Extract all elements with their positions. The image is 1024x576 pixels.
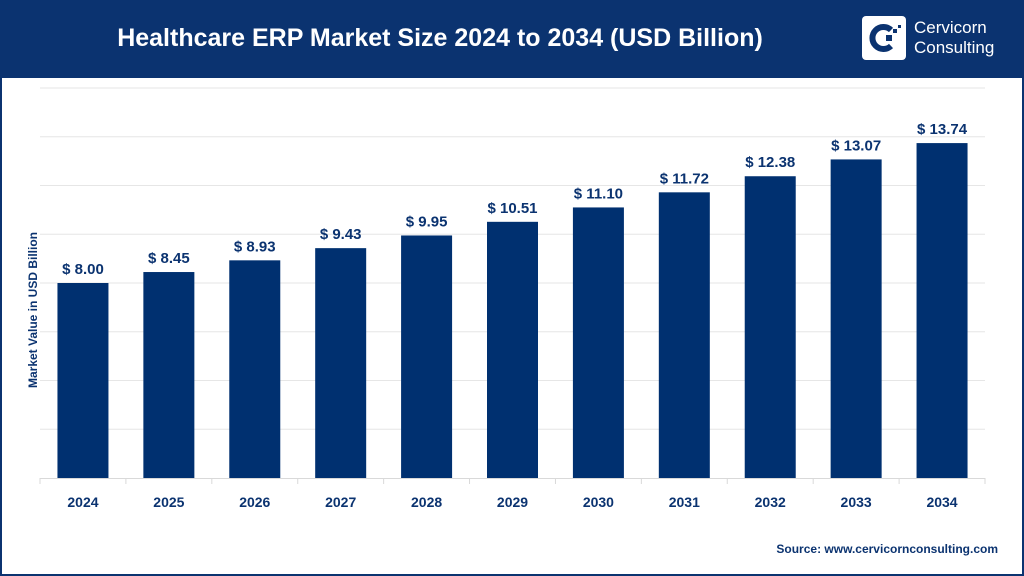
bar xyxy=(658,192,710,478)
x-tick-label: 2027 xyxy=(325,494,356,510)
data-label: $ 11.10 xyxy=(574,185,623,202)
bar xyxy=(572,207,624,478)
x-tick-label: 2025 xyxy=(153,494,184,510)
data-label: $ 8.00 xyxy=(62,261,104,278)
data-label: $ 8.45 xyxy=(148,250,190,267)
x-tick-label: 2031 xyxy=(669,494,700,510)
x-tick-label: 2034 xyxy=(926,494,957,510)
x-tick-label: 2026 xyxy=(239,494,270,510)
data-label: $ 12.38 xyxy=(745,154,795,171)
data-label: $ 13.74 xyxy=(917,121,968,138)
bar xyxy=(830,159,882,478)
header-banner: Healthcare ERP Market Size 2024 to 2034 … xyxy=(0,0,1024,78)
bar xyxy=(916,143,968,478)
x-tick-label: 2024 xyxy=(67,494,98,510)
chart-title: Healthcare ERP Market Size 2024 to 2034 … xyxy=(117,24,763,52)
data-label: $ 8.93 xyxy=(234,238,276,255)
bar xyxy=(229,260,281,478)
data-label: $ 11.72 xyxy=(660,170,709,187)
data-label: $ 13.07 xyxy=(831,137,881,154)
source-text: Source: www.cervicornconsulting.com xyxy=(776,542,998,556)
bar xyxy=(744,176,796,479)
x-tick-label: 2028 xyxy=(411,494,442,510)
data-label: $ 9.43 xyxy=(320,226,362,243)
bar xyxy=(401,235,453,478)
y-axis-label: Market Value in USD Billion xyxy=(26,231,40,389)
logo-icon xyxy=(862,16,906,60)
logo-text: Cervicorn Consulting xyxy=(914,18,995,57)
bar xyxy=(487,221,538,478)
x-tick-label: 2032 xyxy=(755,494,786,510)
data-label: $ 10.51 xyxy=(487,200,537,217)
bar xyxy=(315,248,367,478)
x-tick-label: 2030 xyxy=(583,494,614,510)
data-label: $ 9.95 xyxy=(406,213,448,230)
bar xyxy=(143,272,195,478)
x-tick-label: 2033 xyxy=(841,494,872,510)
logo: Cervicorn Consulting xyxy=(862,16,1012,62)
x-tick-label: 2029 xyxy=(497,494,528,510)
bar xyxy=(57,283,109,478)
